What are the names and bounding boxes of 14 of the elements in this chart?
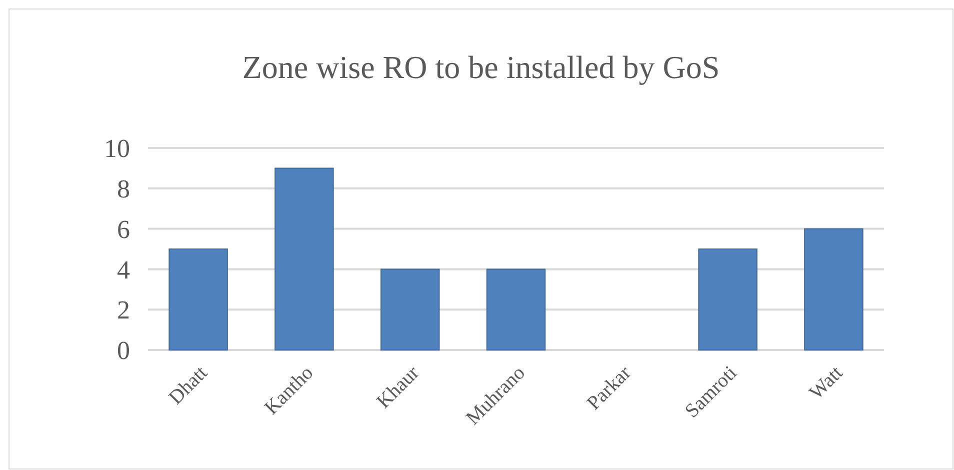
y-tick-label: 2 [117,296,130,325]
bar [698,248,758,350]
y-tick-label: 8 [117,174,130,204]
chart-title: Zone wise RO to be installed by GoS [242,49,720,85]
bar [168,248,228,350]
y-tick-label: 4 [117,255,130,284]
bar [274,168,334,350]
x-tick-label: Watt [805,362,848,404]
bar [804,228,864,350]
bar [486,268,546,350]
y-tick-label: 0 [117,336,130,366]
bar [380,268,440,350]
y-tick-label: 10 [104,134,130,164]
y-tick-label: 6 [117,214,130,244]
